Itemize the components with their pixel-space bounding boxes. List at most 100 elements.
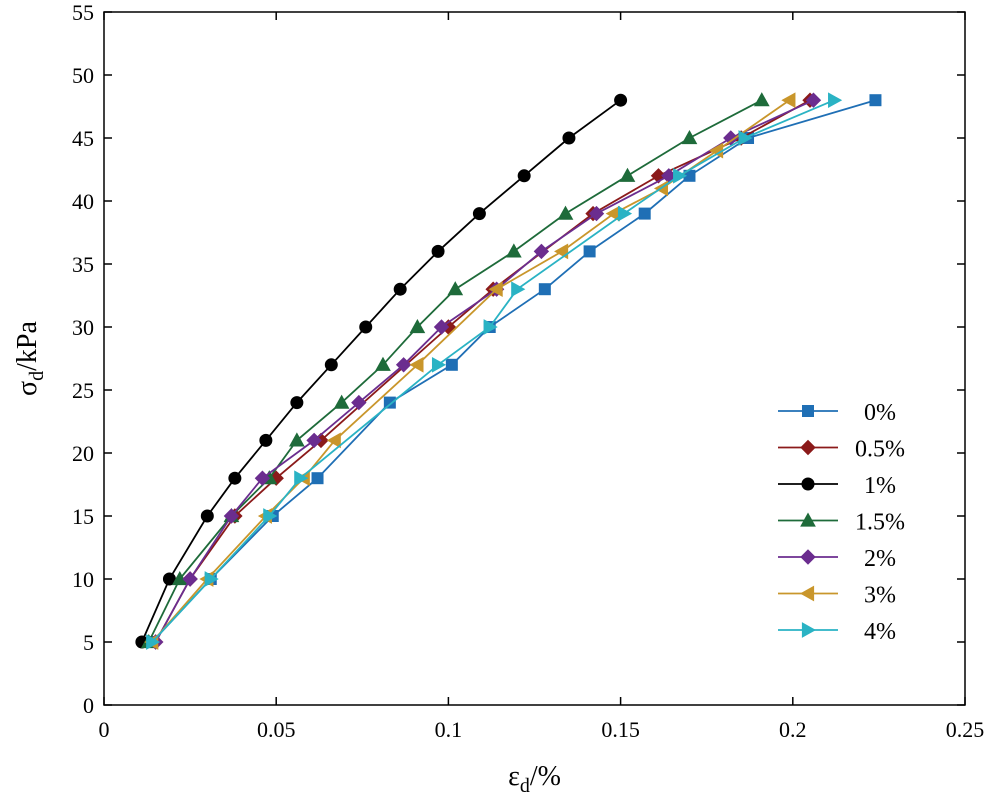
- series-6: [146, 92, 843, 650]
- series-0: [146, 94, 882, 648]
- y-tick-label: 40: [72, 189, 94, 214]
- data-point: [204, 571, 219, 587]
- data-point: [517, 169, 531, 183]
- legend-marker: [800, 549, 816, 565]
- legend-label: 3%: [864, 583, 896, 609]
- series-line: [154, 99, 814, 643]
- data-point: [614, 93, 628, 107]
- series-line: [154, 99, 811, 643]
- data-point: [146, 634, 161, 650]
- y-tick-label: 45: [72, 126, 94, 151]
- data-point: [333, 394, 350, 409]
- y-tick-label: 25: [72, 378, 94, 403]
- legend-label: 0.5%: [855, 437, 905, 463]
- plot-frame: [103, 11, 966, 706]
- data-point: [805, 92, 822, 108]
- legend-label: 0%: [864, 400, 896, 426]
- data-point: [511, 281, 526, 298]
- data-point: [290, 396, 304, 410]
- data-point: [488, 281, 503, 298]
- x-tick-label: 0.2: [779, 717, 807, 742]
- y-tick-label: 5: [83, 630, 94, 655]
- data-point: [738, 130, 753, 146]
- data-point: [359, 320, 373, 334]
- data-point: [583, 245, 596, 258]
- data-point: [562, 131, 576, 145]
- data-point: [681, 129, 698, 145]
- data-point: [263, 508, 278, 524]
- y-axis-title: σd/kPa: [12, 320, 48, 395]
- legend-marker: [801, 622, 817, 638]
- legend-entry: 1%: [778, 473, 896, 499]
- data-point: [617, 205, 633, 222]
- data-point: [326, 432, 341, 449]
- legend-label: 1.5%: [855, 510, 905, 536]
- legend-label: 1%: [864, 473, 896, 499]
- data-point: [409, 318, 426, 334]
- data-point: [869, 94, 882, 107]
- data-point: [554, 243, 569, 260]
- series-1: [147, 92, 818, 650]
- data-point: [709, 142, 724, 159]
- legend-marker: [800, 439, 816, 456]
- data-point: [383, 396, 396, 409]
- x-tick-label: 0.15: [601, 717, 640, 742]
- series-line: [151, 99, 876, 643]
- legend-marker: [801, 477, 815, 491]
- data-point: [311, 472, 324, 485]
- data-point: [182, 571, 198, 587]
- y-tick-label: 20: [72, 441, 94, 466]
- data-point: [533, 243, 550, 260]
- legend-entry: 3%: [778, 583, 896, 609]
- legend-entry: 0%: [778, 400, 896, 426]
- data-point: [431, 244, 445, 258]
- y-tick-label: 10: [72, 567, 94, 592]
- x-tick-label: 0.25: [946, 717, 985, 742]
- data-point: [200, 509, 214, 523]
- data-point: [753, 92, 770, 107]
- data-point: [223, 508, 240, 524]
- data-point: [588, 205, 605, 222]
- data-point: [673, 167, 688, 184]
- data-point: [324, 358, 338, 372]
- data-point: [638, 207, 651, 220]
- legend-marker: [802, 405, 814, 417]
- y-tick-label: 55: [72, 0, 94, 25]
- data-point: [828, 92, 843, 109]
- data-point: [447, 281, 464, 296]
- data-point: [472, 207, 486, 221]
- legend-entry: 1.5%: [778, 510, 905, 536]
- data-point: [445, 358, 458, 371]
- data-point: [294, 470, 309, 487]
- data-point: [393, 282, 407, 296]
- legend-marker: [800, 512, 816, 527]
- data-point: [781, 92, 796, 109]
- data-point: [483, 319, 498, 335]
- x-tick-label: 0: [99, 717, 110, 742]
- y-tick-label: 15: [72, 504, 94, 529]
- x-tick-label: 0.1: [435, 717, 463, 742]
- legend-label: 4%: [864, 619, 896, 645]
- y-tick-label: 50: [72, 63, 94, 88]
- y-tick-label: 35: [72, 252, 94, 277]
- y-tick-label: 30: [72, 315, 94, 340]
- data-point: [409, 356, 424, 373]
- series-4: [147, 92, 822, 650]
- data-point: [228, 471, 242, 485]
- data-point: [431, 356, 447, 373]
- data-point: [557, 205, 574, 220]
- data-point: [619, 167, 636, 182]
- legend-label: 2%: [864, 546, 896, 572]
- data-point: [433, 319, 450, 335]
- data-point: [538, 283, 551, 296]
- x-axis-title: εd/%: [508, 761, 561, 797]
- series-5: [144, 92, 796, 650]
- data-point: [505, 243, 522, 258]
- data-point: [306, 432, 322, 449]
- data-point: [289, 432, 305, 447]
- data-point: [259, 433, 273, 447]
- legend-entry: 2%: [778, 546, 896, 572]
- y-tick-label: 0: [83, 693, 94, 718]
- series-line: [151, 99, 835, 643]
